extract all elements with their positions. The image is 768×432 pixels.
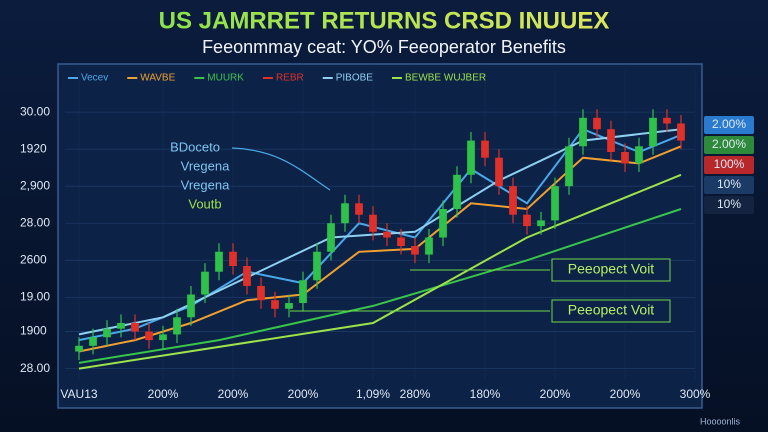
- callout-label: Peeopect Voit: [568, 302, 655, 318]
- legend-label: REBR: [276, 73, 304, 84]
- candle-body: [607, 129, 615, 152]
- price-tag: [704, 176, 754, 194]
- legend-label: MUURK: [207, 73, 244, 84]
- candle-body: [593, 117, 601, 130]
- candle-body: [495, 157, 503, 187]
- candle-body: [313, 251, 321, 281]
- candle-body: [551, 186, 559, 221]
- annotation: BDoceto: [170, 139, 220, 154]
- candle-body: [229, 251, 237, 266]
- candle-body: [369, 214, 377, 232]
- candle-body: [467, 140, 475, 175]
- x-tick-label: 280%: [400, 387, 431, 401]
- candle-body: [453, 174, 461, 209]
- x-tick-label: 1,09%: [356, 387, 390, 401]
- y-tick-label: 2,900: [20, 178, 50, 192]
- x-tick-label: 200%: [148, 387, 179, 401]
- candle-body: [215, 251, 223, 272]
- legend-label: BEWBE WUJBER: [405, 73, 486, 84]
- y-tick-label: 28.00: [20, 361, 50, 375]
- x-tick-label: 180%: [470, 387, 501, 401]
- x-tick-label: 300%: [680, 387, 711, 401]
- y-tick-label: 30.00: [20, 104, 50, 118]
- legend-label: Vecev: [81, 73, 108, 84]
- price-tag-label: 10%: [717, 177, 741, 191]
- y-tick-label: 2600: [20, 252, 47, 266]
- candle-body: [509, 186, 517, 215]
- legend-label: PIBOBE: [336, 73, 374, 84]
- candle-body: [383, 231, 391, 238]
- line-series: [78, 208, 682, 364]
- candle-body: [341, 203, 349, 224]
- candle-body: [663, 117, 671, 124]
- candle-body: [439, 209, 447, 238]
- chart-title: US JAMRRET RETURNS CRSD INUUEX: [159, 7, 610, 34]
- candle-body: [187, 294, 195, 318]
- annotation: Voutb: [188, 196, 221, 211]
- candle-body: [327, 223, 335, 252]
- candle-body: [257, 285, 265, 301]
- y-tick-label: 19.00: [20, 290, 50, 304]
- x-tick-label: 200%: [288, 387, 319, 401]
- candle-body: [397, 237, 405, 247]
- candle-body: [411, 246, 419, 255]
- price-tag-label: 2.00%: [712, 137, 746, 151]
- candle-body: [285, 303, 293, 309]
- price-tag: [704, 156, 754, 174]
- annotation: Vregena: [181, 158, 230, 173]
- candle-body: [131, 323, 139, 332]
- candle-body: [523, 214, 531, 227]
- line-series: [78, 173, 682, 370]
- callout-box: [551, 299, 671, 323]
- x-tick-label: 200%: [610, 387, 641, 401]
- candle-body: [173, 317, 181, 335]
- price-tag-label: 2.00%: [712, 117, 746, 131]
- x-tick-label: VAU13: [60, 387, 97, 401]
- candle-body: [103, 328, 111, 338]
- candle-body: [677, 123, 685, 141]
- candle-body: [355, 203, 363, 215]
- footer: Hoooonlis: [700, 416, 741, 426]
- legend-label: WAVBE: [140, 73, 175, 84]
- price-tag-label: 100%: [714, 157, 745, 171]
- candle-body: [537, 220, 545, 227]
- chart-subtitle: Feeonmmay ceat: YO% Feeoperator Benefits: [202, 37, 566, 57]
- candle-body: [299, 280, 307, 304]
- price-tag: [704, 136, 754, 154]
- annotation: Vregena: [181, 177, 230, 192]
- candle-body: [117, 323, 125, 329]
- annotation-line: [231, 147, 331, 191]
- line-series: [78, 145, 682, 353]
- candle-body: [243, 266, 251, 286]
- x-tick-label: 200%: [540, 387, 571, 401]
- callout-box: [551, 258, 671, 282]
- price-tag: [704, 196, 754, 214]
- x-tick-label: 200%: [218, 387, 249, 401]
- y-tick-label: 1920: [20, 141, 47, 155]
- y-tick-label: 28.00: [20, 215, 50, 229]
- candle-body: [271, 300, 279, 309]
- candle-body: [481, 140, 489, 158]
- candle-body: [145, 331, 153, 341]
- candle-body: [201, 271, 209, 295]
- candle-body: [649, 117, 657, 147]
- callout-label: Peeopect Voit: [568, 261, 655, 277]
- candle-body: [579, 117, 587, 147]
- candle-body: [635, 146, 643, 164]
- candle-body: [425, 237, 433, 255]
- candle-body: [75, 345, 83, 352]
- candle-body: [89, 337, 97, 346]
- candle-body: [565, 146, 573, 187]
- price-tag-label: 10%: [717, 197, 741, 211]
- y-tick-label: 1900: [20, 324, 47, 338]
- candle-body: [621, 152, 629, 164]
- price-tag: [704, 116, 754, 134]
- candle-body: [159, 334, 167, 341]
